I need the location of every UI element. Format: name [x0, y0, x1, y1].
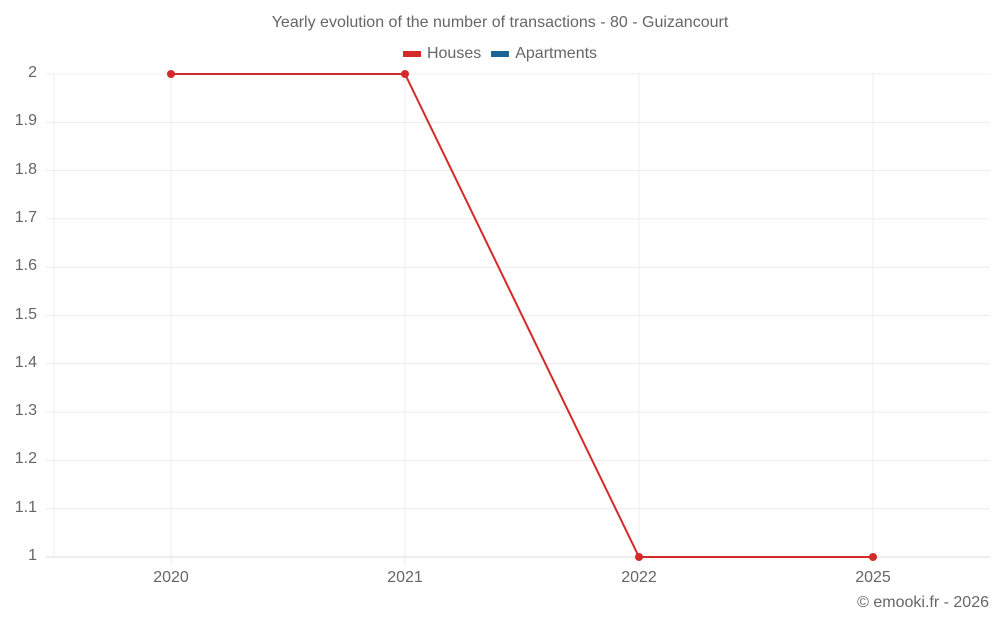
- x-tick-label: 2020: [153, 569, 189, 586]
- gridlines: [46, 73, 990, 565]
- x-tick-label: 2025: [855, 569, 891, 586]
- data-point[interactable]: [635, 553, 643, 561]
- y-tick-label: 1.4: [14, 353, 37, 371]
- x-tick-label: 2022: [621, 569, 657, 586]
- data-point[interactable]: [167, 70, 175, 78]
- y-tick-label: 1.7: [14, 208, 37, 226]
- legend-item-houses[interactable]: Houses: [402, 45, 482, 63]
- legend: Houses Apartments: [0, 45, 1000, 63]
- legend-label-houses: Houses: [426, 45, 482, 62]
- apartments-swatch-icon: [491, 51, 510, 57]
- y-tick-label: 1.9: [14, 112, 37, 130]
- series-houses: [167, 70, 877, 561]
- legend-item-apartments[interactable]: Apartments: [491, 45, 597, 63]
- credit-text: © emooki.fr - 2026: [857, 594, 989, 611]
- y-tick-label: 1.6: [14, 257, 37, 275]
- legend-label-apartments: Apartments: [515, 45, 598, 62]
- y-tick-label: 1: [28, 547, 37, 564]
- data-point[interactable]: [401, 70, 409, 78]
- y-tick-label: 1.3: [14, 402, 37, 420]
- y-tick-label: 1.8: [14, 160, 37, 178]
- y-tick-label: 1.5: [14, 305, 37, 323]
- chart-title: Yearly evolution of the number of transa…: [271, 14, 729, 31]
- houses-swatch-icon: [402, 51, 421, 57]
- y-tick-label: 1.1: [14, 498, 37, 516]
- data-point[interactable]: [869, 553, 877, 561]
- y-tick-label: 2: [28, 64, 37, 81]
- x-tick-label: 2021: [387, 569, 423, 586]
- y-tick-label: 1.2: [14, 450, 37, 468]
